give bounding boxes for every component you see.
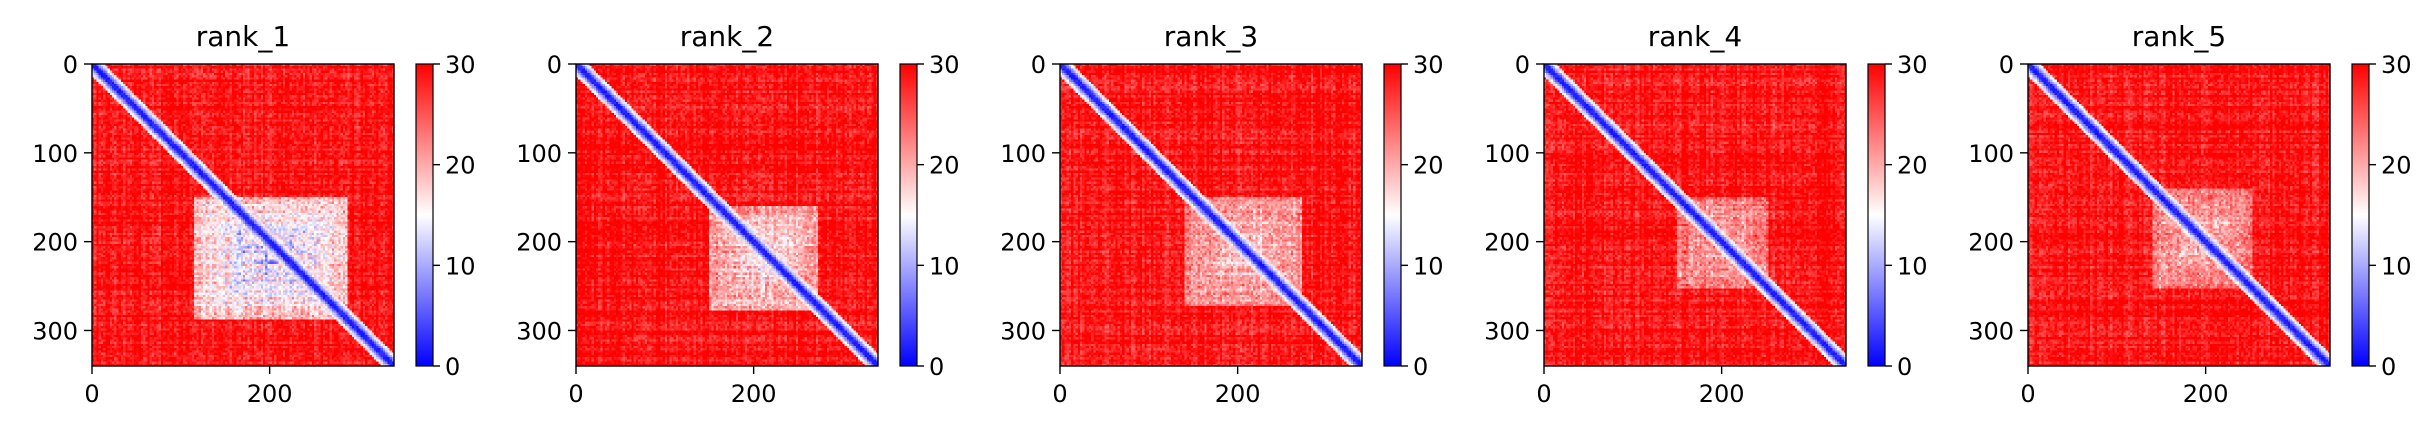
axes-frame [1059,63,1363,367]
y-tick-label: 100 [516,140,562,168]
panel-rank_1: rank_1 0 100 200 300 0 200 0 10 20 30 [32,20,475,408]
heatmap-image [2028,64,2330,366]
colorbar-tick-label: 30 [929,51,960,79]
x-tick-label: 200 [1699,380,1745,408]
panel-rank_2: rank_2 0 100 200 300 0 200 0 10 20 30 [516,20,959,408]
axes-frame [2027,63,2331,367]
y-tick-label: 100 [32,140,78,168]
y-tick-label: 300 [1484,317,1530,345]
colorbar-tick-label: 0 [445,353,460,381]
colorbar-tick-label: 20 [445,152,476,180]
panel-title: rank_3 [1164,20,1258,53]
y-tick-label: 100 [1968,140,2014,168]
colorbar-tick-label: 0 [1413,353,1428,381]
y-tick-label: 300 [1000,317,1046,345]
colorbar-tick-label: 30 [445,51,476,79]
panel-rank_4: rank_4 0 100 200 300 0 200 0 10 20 30 [1484,20,1927,408]
colorbar-tick-label: 0 [2381,353,2396,381]
panel-title: rank_2 [680,20,774,53]
y-tick-label: 200 [32,229,78,257]
heatmap-image [1060,64,1362,366]
heatmap-image [1544,64,1846,366]
heatmap-image [576,64,878,366]
heatmap-image [92,64,394,366]
y-tick-label: 100 [1000,140,1046,168]
y-tick-label: 300 [32,317,78,345]
colorbar [1867,63,1886,367]
colorbar-tick-label: 30 [1897,51,1928,79]
colorbar-tick-label: 10 [445,252,476,280]
colorbar-tick-label: 20 [2381,152,2412,180]
panel-title: rank_1 [196,20,290,53]
y-tick-label: 0 [1515,51,1530,79]
x-tick-label: 0 [1052,380,1067,408]
axes-frame [1543,63,1847,367]
y-tick-label: 0 [63,51,78,79]
axes-frame [91,63,395,367]
colorbar-tick-label: 0 [929,353,944,381]
y-tick-label: 200 [516,229,562,257]
colorbar [415,63,434,367]
colorbar-tick-label: 10 [2381,252,2412,280]
axes-frame [575,63,879,367]
y-tick-label: 0 [1999,51,2014,79]
panel-title: rank_5 [2132,20,2226,53]
colorbar [2351,63,2370,367]
x-tick-label: 200 [247,380,293,408]
x-tick-label: 0 [2020,380,2035,408]
colorbar-tick-label: 0 [1897,353,1912,381]
y-tick-label: 100 [1484,140,1530,168]
colorbar-tick-label: 10 [1413,252,1444,280]
x-tick-label: 200 [2183,380,2229,408]
y-tick-label: 0 [547,51,562,79]
y-tick-label: 0 [1031,51,1046,79]
panel-rank_5: rank_5 0 100 200 300 0 200 0 10 20 30 [1968,20,2411,408]
colorbar [1383,63,1402,367]
x-tick-label: 0 [84,380,99,408]
colorbar [899,63,918,367]
x-tick-label: 200 [731,380,777,408]
colorbar-tick-label: 20 [1897,152,1928,180]
colorbar-tick-label: 10 [929,252,960,280]
colorbar-tick-label: 20 [1413,152,1444,180]
panel-rank_3: rank_3 0 100 200 300 0 200 0 10 20 30 [1000,20,1443,408]
y-tick-label: 200 [1484,229,1530,257]
colorbar-tick-label: 20 [929,152,960,180]
y-tick-label: 300 [516,317,562,345]
x-tick-label: 0 [1536,380,1551,408]
colorbar-tick-label: 30 [2381,51,2412,79]
colorbar-tick-label: 30 [1413,51,1444,79]
panel-title: rank_4 [1648,20,1742,53]
x-tick-label: 0 [568,380,583,408]
colorbar-tick-label: 10 [1897,252,1928,280]
y-tick-label: 200 [1000,229,1046,257]
y-tick-label: 200 [1968,229,2014,257]
x-tick-label: 200 [1215,380,1261,408]
y-tick-label: 300 [1968,317,2014,345]
